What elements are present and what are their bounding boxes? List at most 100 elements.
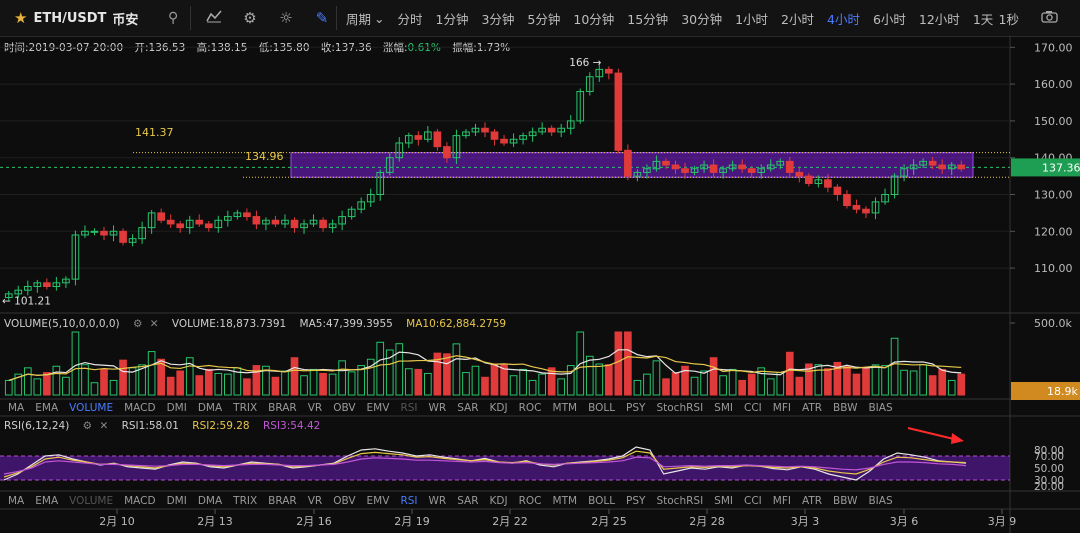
volume-bar (862, 367, 870, 396)
indicator-tab-bbw[interactable]: BBW (833, 495, 858, 507)
candle-body (566, 120, 575, 129)
volume-bar (709, 357, 718, 396)
indicator-tab-kdj[interactable]: KDJ (489, 495, 508, 507)
symbol-title[interactable]: ★ ETH/USDT 币安 (0, 9, 190, 28)
indicator-tab-bias[interactable]: BIAS (868, 495, 893, 507)
indicator-tab-atr[interactable]: ATR (801, 495, 823, 507)
indicator-tab-obv[interactable]: OBV (333, 402, 356, 414)
period-1[interactable]: 分时 (397, 11, 423, 27)
volume-bar (919, 364, 927, 396)
period-8[interactable]: 1小时 (735, 11, 769, 27)
volume-bar (281, 370, 289, 396)
settings-icon[interactable]: ⚙ (82, 420, 93, 432)
volume-current-tag (1011, 382, 1080, 400)
sun-icon[interactable]: ☼ (279, 9, 293, 27)
period-4[interactable]: 5分钟 (527, 11, 561, 27)
period-10[interactable]: 4小时 (827, 11, 860, 27)
indicator-tab-stochrsi[interactable]: StochRSI (656, 495, 704, 507)
indicator-tab-macd[interactable]: MACD (124, 495, 156, 507)
indicator-tab-mtm[interactable]: MTM (552, 402, 578, 414)
star-icon[interactable]: ★ (14, 9, 28, 27)
refresh-interval[interactable]: 1秒 (998, 11, 1019, 27)
pencil-icon[interactable]: ✎ (315, 9, 329, 27)
indicator-tab-emv[interactable]: EMV (366, 495, 390, 507)
indicator-tab-obv[interactable]: OBV (333, 495, 356, 507)
candle-body (738, 164, 747, 170)
search-icon[interactable]: ⚲ (168, 10, 179, 26)
indicator-tab-bias[interactable]: BIAS (868, 402, 893, 414)
indicator-tab-roc[interactable]: ROC (518, 402, 542, 414)
indicator-tab-cci[interactable]: CCI (744, 402, 762, 414)
indicator-tab-atr[interactable]: ATR (801, 402, 823, 414)
indicator-tab-cci[interactable]: CCI (744, 495, 762, 507)
period-11[interactable]: 6小时 (872, 11, 906, 27)
candle-body (871, 201, 880, 214)
indicator-tab-trix[interactable]: TRIX (233, 402, 258, 414)
indicator-tab-brar[interactable]: BRAR (268, 402, 297, 414)
indicator-tab-dmi[interactable]: DMI (166, 495, 187, 507)
indicator-tab-sar[interactable]: SAR (457, 495, 479, 507)
low-label: 低:135.80 (258, 42, 310, 54)
volume-bar (662, 378, 670, 396)
indicator-tab-psy[interactable]: PSY (626, 402, 646, 414)
indicator-tab-boll[interactable]: BOLL (588, 495, 616, 507)
indicator-tab-trix[interactable]: TRIX (233, 495, 258, 507)
period-6[interactable]: 15分钟 (627, 11, 669, 27)
indicator-tab-vr[interactable]: VR (307, 402, 323, 414)
candle-body (519, 135, 527, 140)
period-13[interactable]: 1天 (972, 11, 994, 27)
period-12[interactable]: 12小时 (918, 11, 960, 27)
indicator-tab-smi[interactable]: SMI (714, 402, 733, 414)
candle-body (795, 171, 804, 177)
candle-body (204, 223, 213, 229)
indicator-tab-emv[interactable]: EMV (366, 402, 390, 414)
indicator-tab-dma[interactable]: DMA (197, 495, 223, 507)
period-2[interactable]: 1分钟 (435, 11, 469, 27)
indicator-tab-psy[interactable]: PSY (626, 495, 646, 507)
indicator-tab-ema[interactable]: EMA (35, 402, 59, 414)
chevron-down-icon[interactable]: ⌄ (374, 10, 385, 26)
gear-icon[interactable]: ⚙ (243, 9, 257, 27)
indicator-tab-wr[interactable]: WR (428, 402, 447, 414)
indicator-tab-brar[interactable]: BRAR (268, 495, 297, 507)
close-icon[interactable]: ✕ (99, 420, 109, 432)
indicator-icon[interactable] (196, 9, 232, 27)
indicator-tab-volume[interactable]: VOLUME (69, 402, 114, 414)
indicator-tab-volume[interactable]: VOLUME (69, 495, 114, 507)
period-9[interactable]: 2小时 (781, 11, 814, 27)
indicator-tab-ma[interactable]: MA (8, 495, 25, 507)
indicator-tab-bbw[interactable]: BBW (833, 402, 858, 414)
period-3[interactable]: 3分钟 (481, 11, 515, 27)
indicator-tab-ma[interactable]: MA (8, 402, 25, 414)
candle-body (938, 164, 947, 170)
indicator-tab-roc[interactable]: ROC (518, 495, 542, 507)
volume-bar (90, 382, 99, 396)
close-icon[interactable]: ✕ (149, 318, 159, 330)
indicator-tab-kdj[interactable]: KDJ (489, 402, 508, 414)
indicator-tab-mtm[interactable]: MTM (552, 495, 578, 507)
volume-bar (824, 368, 832, 396)
indicator-tab-dma[interactable]: DMA (197, 402, 223, 414)
indicator-tab-wr[interactable]: WR (428, 495, 447, 507)
period-5[interactable]: 10分钟 (573, 11, 615, 27)
candle-body (471, 127, 480, 133)
indicator-tab-boll[interactable]: BOLL (588, 402, 616, 414)
indicator-tab-vr[interactable]: VR (307, 495, 323, 507)
candle-body (728, 164, 737, 170)
indicator-tab-stochrsi[interactable]: StochRSI (656, 402, 704, 414)
indicator-tab-ema[interactable]: EMA (35, 495, 59, 507)
y-tick-label: 110.00 (1034, 262, 1073, 275)
indicator-tab-mfi[interactable]: MFI (772, 495, 791, 507)
settings-icon[interactable]: ⚙ (132, 318, 143, 330)
camera-icon[interactable] (1041, 10, 1058, 26)
indicator-tab-rsi[interactable]: RSI (400, 495, 418, 507)
indicator-tab-mfi[interactable]: MFI (772, 402, 791, 414)
indicator-tab-macd[interactable]: MACD (124, 402, 156, 414)
indicator-tab-dmi[interactable]: DMI (166, 402, 187, 414)
indicator-tab-sar[interactable]: SAR (457, 402, 479, 414)
indicator-tab-rsi[interactable]: RSI (400, 402, 418, 414)
indicator-tab-smi[interactable]: SMI (714, 495, 733, 507)
period-dropdown[interactable]: 周期 (346, 11, 372, 27)
period-7[interactable]: 30分钟 (681, 11, 723, 27)
